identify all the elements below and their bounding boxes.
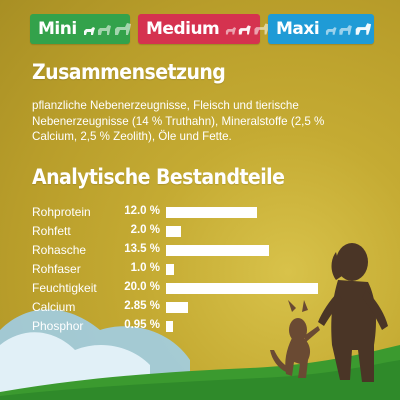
dog-sizes-icon	[83, 22, 133, 36]
analysis-row: Phosphor 0.95 %	[32, 318, 362, 337]
size-label: Mini	[38, 19, 77, 39]
nutrient-value: 1.0 %	[130, 262, 160, 274]
nutrient-bar	[166, 226, 182, 237]
dog-silhouette-icon	[270, 300, 320, 378]
nutrient-name: Rohfett	[32, 224, 71, 238]
nutrient-value: 13.5 %	[124, 243, 160, 255]
nutrient-bar	[166, 207, 258, 218]
nutrient-name: Rohprotein	[32, 205, 91, 219]
size-label: Maxi	[276, 19, 320, 39]
composition-text: pflanzliche Nebenerzeugnisse, Fleisch un…	[32, 99, 325, 143]
nutrient-bar	[166, 321, 174, 332]
nutrient-bar	[166, 245, 269, 256]
analysis-row: Rohprotein 12.0 %	[32, 204, 362, 223]
dog-sizes-icon	[225, 22, 271, 36]
nutrient-value: 0.95 %	[124, 319, 160, 331]
size-categories: Mini Medium Maxi	[30, 14, 374, 44]
size-label: Medium	[146, 19, 220, 39]
size-badge-medium: Medium	[138, 14, 270, 44]
size-badge-mini: Mini	[30, 14, 133, 44]
analysis-row: Rohfaser 1.0 %	[32, 261, 362, 280]
composition-title: Zusammensetzung	[32, 60, 226, 84]
analysis-row: Calcium 2.85 %	[32, 299, 362, 318]
analysis-table: Rohprotein 12.0 % Rohfett 2.0 % Rohasche…	[32, 204, 362, 337]
nutrient-name: Feuchtigkeit	[32, 281, 97, 295]
nutrient-bar	[166, 302, 188, 313]
dog-sizes-icon	[325, 22, 373, 36]
nutrient-bar	[166, 264, 174, 275]
nutrient-value: 2.0 %	[130, 224, 160, 236]
nutrient-name: Rohasche	[32, 243, 87, 257]
child-silhouette-icon	[318, 243, 388, 382]
nutrient-value: 12.0 %	[124, 205, 160, 217]
nutrient-value: 20.0 %	[124, 281, 160, 293]
nutrient-bar	[166, 283, 318, 294]
analysis-row: Rohfett 2.0 %	[32, 223, 362, 242]
size-badge-maxi: Maxi	[268, 14, 374, 44]
analysis-title: Analytische Bestandteile	[32, 165, 285, 189]
analysis-row: Feuchtigkeit 20.0 %	[32, 280, 362, 299]
analysis-row: Rohasche 13.5 %	[32, 242, 362, 261]
nutrient-name: Calcium	[32, 300, 76, 314]
nutrient-name: Rohfaser	[32, 262, 81, 276]
nutrient-value: 2.85 %	[124, 300, 160, 312]
nutrient-name: Phosphor	[32, 319, 84, 333]
